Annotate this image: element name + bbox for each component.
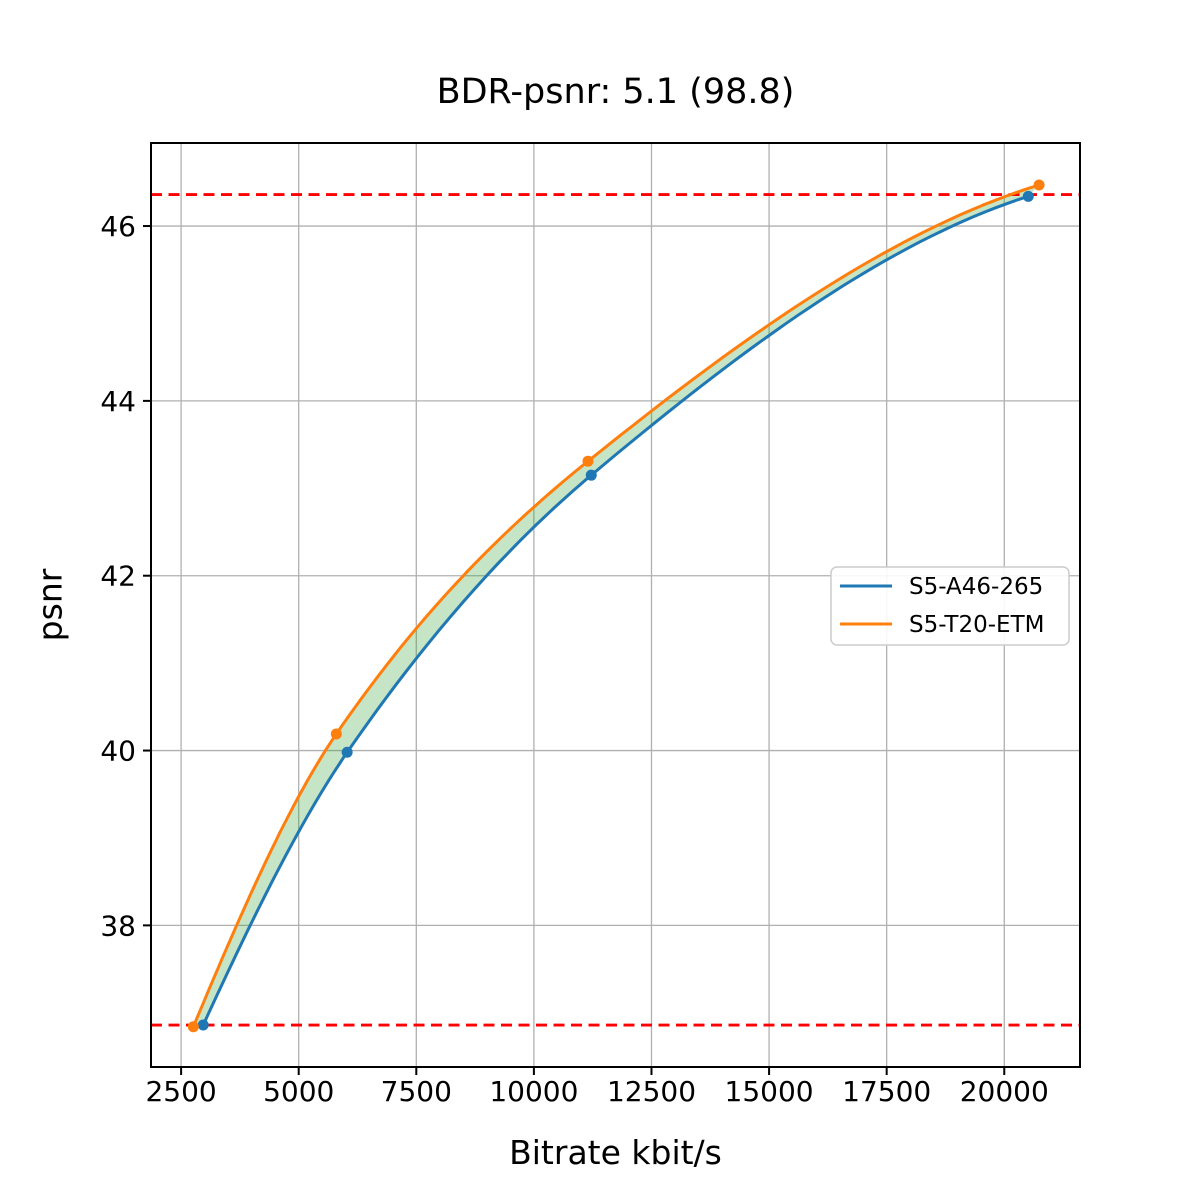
y-axis-label: psnr bbox=[30, 568, 70, 642]
series-curve-S5-A46-265 bbox=[201, 194, 1029, 1026]
data-point-marker-S5-A46-265 bbox=[197, 1019, 209, 1031]
x-tick-label: 2500 bbox=[145, 1075, 216, 1108]
data-point-marker-S5-T20-ETM bbox=[187, 1021, 199, 1033]
x-tick-label: 7500 bbox=[381, 1075, 452, 1108]
y-tick-label: 46 bbox=[100, 210, 136, 243]
data-point-marker-S5-T20-ETM bbox=[1033, 179, 1045, 191]
x-tick-label: 10000 bbox=[489, 1075, 578, 1108]
data-point-marker-S5-T20-ETM bbox=[330, 728, 342, 740]
x-tick-label: 20000 bbox=[960, 1075, 1049, 1108]
x-tick-label: 17500 bbox=[842, 1075, 931, 1108]
data-point-marker-S5-A46-265 bbox=[1022, 190, 1034, 202]
legend-label-S5-A46-265: S5-A46-265 bbox=[909, 574, 1043, 600]
data-point-marker-S5-A46-265 bbox=[585, 469, 597, 481]
x-tick-label: 15000 bbox=[725, 1075, 814, 1108]
data-point-marker-S5-T20-ETM bbox=[582, 455, 594, 467]
data-point-marker-S5-A46-265 bbox=[341, 746, 353, 758]
y-tick-label: 44 bbox=[100, 385, 136, 418]
x-axis-label: Bitrate kbit/s bbox=[509, 1133, 722, 1172]
x-tick-label: 12500 bbox=[607, 1075, 696, 1108]
chart-title: BDR-psnr: 5.1 (98.8) bbox=[436, 72, 795, 112]
x-tick-label: 5000 bbox=[263, 1075, 334, 1108]
y-tick-label: 42 bbox=[100, 560, 136, 593]
plot-border bbox=[150, 142, 1081, 1068]
y-tick-label: 38 bbox=[100, 909, 136, 942]
legend-label-S5-T20-ETM: S5-T20-ETM bbox=[909, 612, 1044, 638]
series-curve-S5-T20-ETM bbox=[191, 183, 1040, 1028]
y-tick-label: 40 bbox=[100, 735, 136, 768]
